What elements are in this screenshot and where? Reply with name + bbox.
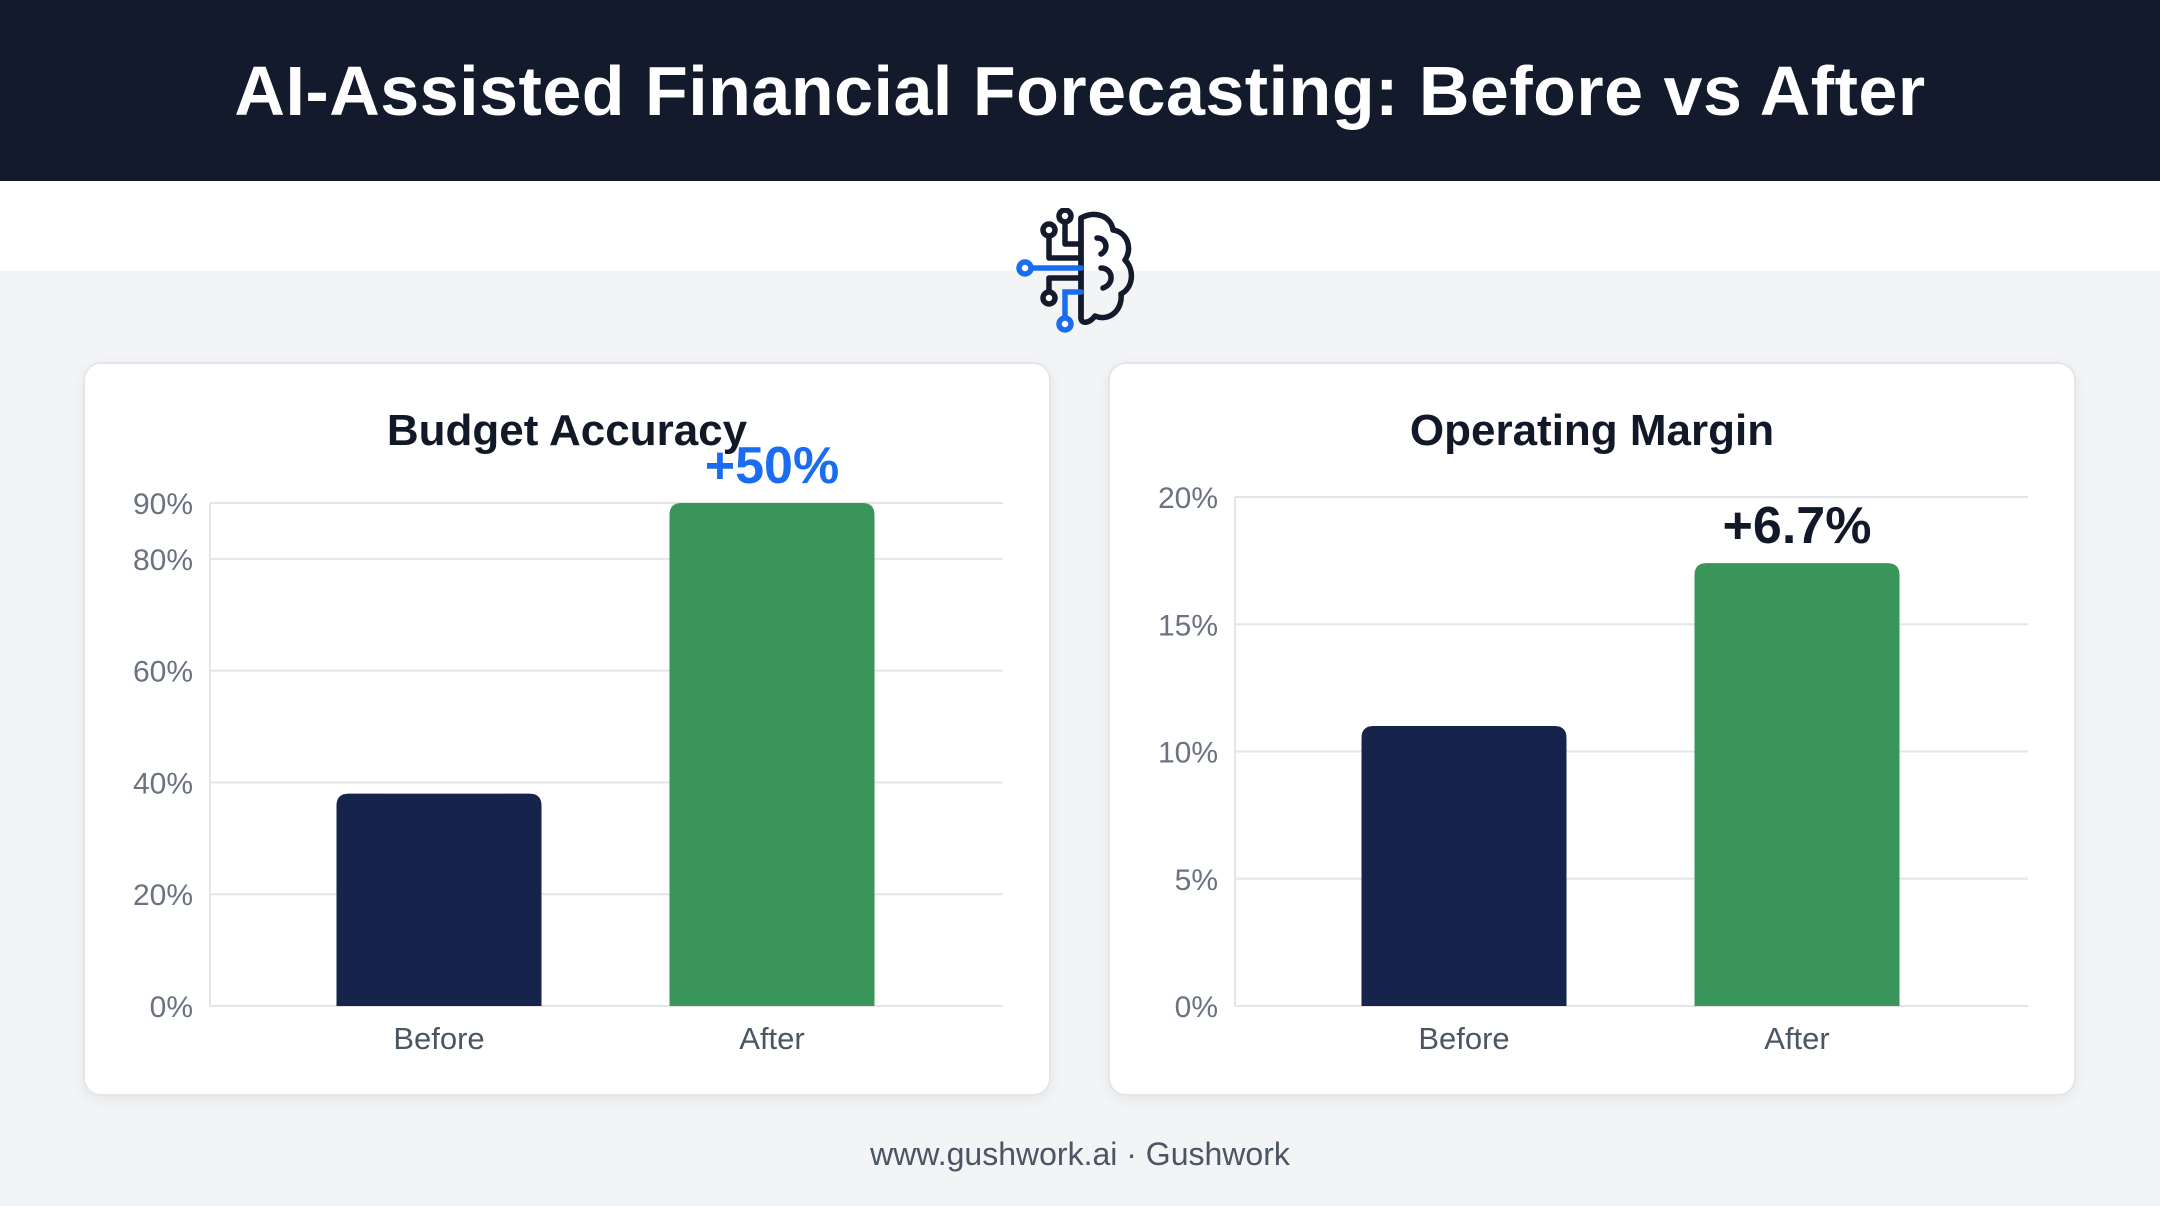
x-tick-label: Before — [393, 1021, 484, 1056]
chart-title: Budget Accuracy — [386, 406, 748, 455]
y-tick-label: 60% — [133, 656, 193, 689]
bar-before — [1361, 726, 1567, 1006]
budget-accuracy-chart: 0% 20% 40% 60% 80% 90% Before After +50% — [133, 437, 1003, 1056]
y-tick-label: 20% — [1158, 482, 1218, 515]
y-tick-label: 40% — [133, 767, 193, 800]
y-tick-label: 10% — [1158, 737, 1218, 770]
y-tick-label: 80% — [133, 544, 193, 577]
y-tick-label: 20% — [133, 879, 193, 912]
y-tick-label: 90% — [133, 488, 193, 521]
header-bar: AI-Assisted Financial Forecasting: Befor… — [0, 0, 2160, 181]
change-annotation: +50% — [705, 437, 839, 495]
bar-after — [1694, 563, 1900, 1006]
x-tick-label: After — [1764, 1021, 1829, 1056]
x-tick-label: Before — [1418, 1021, 1509, 1056]
y-tick-label: 0% — [1175, 991, 1218, 1024]
chart-title: Operating Margin — [1409, 406, 1775, 455]
y-tick-label: 0% — [150, 991, 193, 1024]
chart-card-operating-margin: 0% 5% 10% 15% 20% Before After +6.7% Operating … — [1108, 362, 2076, 1096]
footer-text: www.gushwork.ai · Gushwork — [870, 1136, 1290, 1172]
y-tick-label: 15% — [1158, 609, 1218, 642]
y-tick-label: 5% — [1175, 864, 1218, 897]
operating-margin-chart: 0% 5% 10% 15% 20% Before After +6.7% — [1158, 482, 2028, 1056]
bar-after — [669, 503, 875, 1006]
x-tick-label: After — [739, 1021, 804, 1056]
chart-card-budget-accuracy: 0% 20% 40% 60% 80% 90% Before After +50% Budget … — [83, 362, 1051, 1096]
brain-circuit-icon — [1016, 208, 1135, 333]
page-title: AI-Assisted Financial Forecasting: Befor… — [234, 51, 1926, 130]
bar-before — [336, 793, 542, 1006]
change-annotation: +6.7% — [1723, 497, 1872, 555]
